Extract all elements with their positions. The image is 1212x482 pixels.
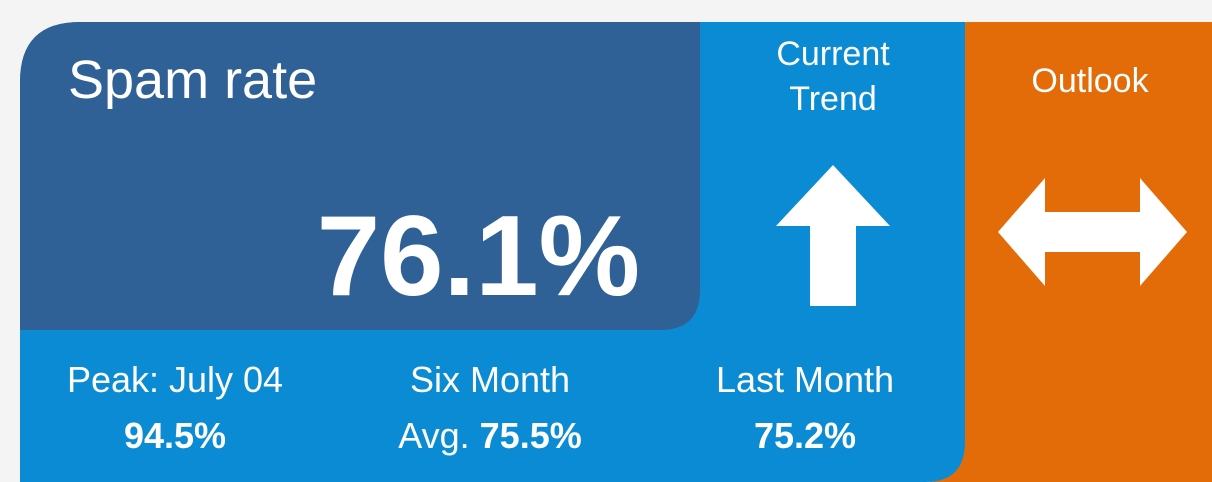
rate: 76.1%	[317, 193, 640, 320]
stat-label: Last Month	[716, 359, 894, 400]
trend-label: Current	[776, 35, 890, 73]
double-arrow	[998, 178, 1187, 286]
stat-value: 75.2%	[754, 415, 856, 456]
stat-value: 94.5%	[124, 415, 226, 456]
stat-value: 75.5%	[480, 415, 582, 456]
trend-label: Trend	[789, 80, 877, 118]
stat-label: Peak: July 04	[67, 359, 283, 400]
stat-line: Avg. 75.5%	[398, 415, 581, 456]
rate-panel	[20, 22, 700, 330]
outlook-label: Outlook	[1031, 62, 1149, 100]
up-arrow	[776, 165, 890, 306]
stat-prefix: Avg.	[398, 415, 469, 456]
stat-label: Six Month	[410, 359, 570, 400]
title: Spam rate	[68, 50, 317, 110]
